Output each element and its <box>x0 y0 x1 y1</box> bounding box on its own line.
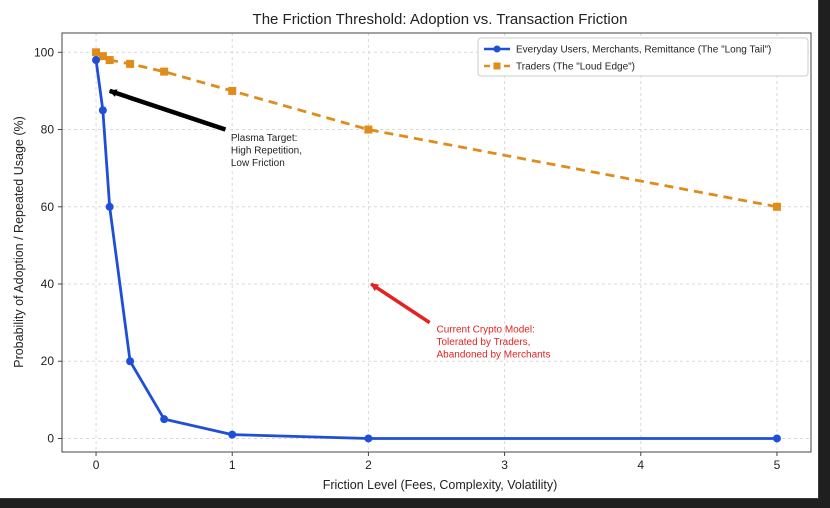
data-point-series-1 <box>98 106 107 115</box>
y-tick-label: 20 <box>41 354 55 368</box>
data-point-series-1 <box>364 434 373 443</box>
series <box>92 48 781 443</box>
y-tick-label: 0 <box>47 431 54 445</box>
annotation-text-2: Abandoned by Merchants <box>437 349 551 360</box>
data-point-series-2 <box>772 202 781 211</box>
annotation-text-1: Low Friction <box>231 158 285 169</box>
data-point-series-2 <box>126 59 135 68</box>
y-tick-label: 60 <box>41 200 55 214</box>
legend-label-series-2: Traders (The "Loud Edge") <box>516 62 635 73</box>
grid <box>62 33 811 452</box>
data-point-series-1 <box>105 202 114 211</box>
annotation-arrow-2 <box>370 282 431 325</box>
annotation-arrow-1 <box>108 88 227 132</box>
data-point-series-1 <box>92 56 101 65</box>
x-axis-label: Friction Level (Fees, Complexity, Volati… <box>323 478 558 492</box>
data-point-series-1 <box>126 357 135 366</box>
annotations: Plasma Target: High Repetition,Low Fricti… <box>108 88 551 360</box>
legend-marker-series-2 <box>493 62 501 70</box>
series-line-1 <box>94 59 777 440</box>
legend-marker-series-1 <box>493 45 501 53</box>
y-axis-label: Probability of Adoption / Repeated Usage… <box>12 116 26 368</box>
y-tick-label: 40 <box>41 277 55 291</box>
x-tick-label: 3 <box>501 458 508 472</box>
data-point-series-2 <box>105 56 114 65</box>
y-tick-label: 100 <box>34 45 54 59</box>
line-chart: 0 1 2 3 4 5 0 20 40 60 80 100 Plasma Target: High Re… <box>12 11 812 492</box>
data-point-series-2 <box>160 67 169 76</box>
x-tick-label: 1 <box>229 458 236 472</box>
annotation-text-2: Current Crypto Model: <box>437 324 535 335</box>
x-tick-label: 0 <box>93 458 100 472</box>
data-point-series-2 <box>98 52 107 61</box>
axis-ticks: 0 1 2 3 4 5 0 20 40 60 80 100 <box>34 45 781 472</box>
data-point-series-1 <box>228 430 237 439</box>
series-line-2 <box>95 51 778 209</box>
x-tick-label: 2 <box>365 458 372 472</box>
data-point-series-2 <box>92 48 101 57</box>
data-point-series-1 <box>160 415 169 424</box>
y-tick-label: 80 <box>41 123 55 137</box>
legend-box <box>477 37 809 77</box>
annotation-text-1: High Repetition, <box>231 146 302 157</box>
plot-area <box>61 32 812 453</box>
x-tick-label: 4 <box>637 458 644 472</box>
data-point-series-2 <box>364 125 373 134</box>
legend: Everyday Users, Merchants, Remittance (T… <box>477 37 809 77</box>
annotation-text-1: Plasma Target: <box>231 133 298 144</box>
data-point-series-2 <box>228 86 237 95</box>
chart-frame: 0 1 2 3 4 5 0 20 40 60 80 100 Plasma Target: High Re… <box>0 0 819 499</box>
annotation-text-2: Tolerated by Traders, <box>437 337 531 348</box>
legend-label-series-1: Everyday Users, Merchants, Remittance (T… <box>516 45 771 56</box>
chart-title: The Friction Threshold: Adoption vs. Tra… <box>253 11 628 28</box>
x-tick-label: 5 <box>774 458 781 472</box>
data-point-series-1 <box>772 434 781 443</box>
